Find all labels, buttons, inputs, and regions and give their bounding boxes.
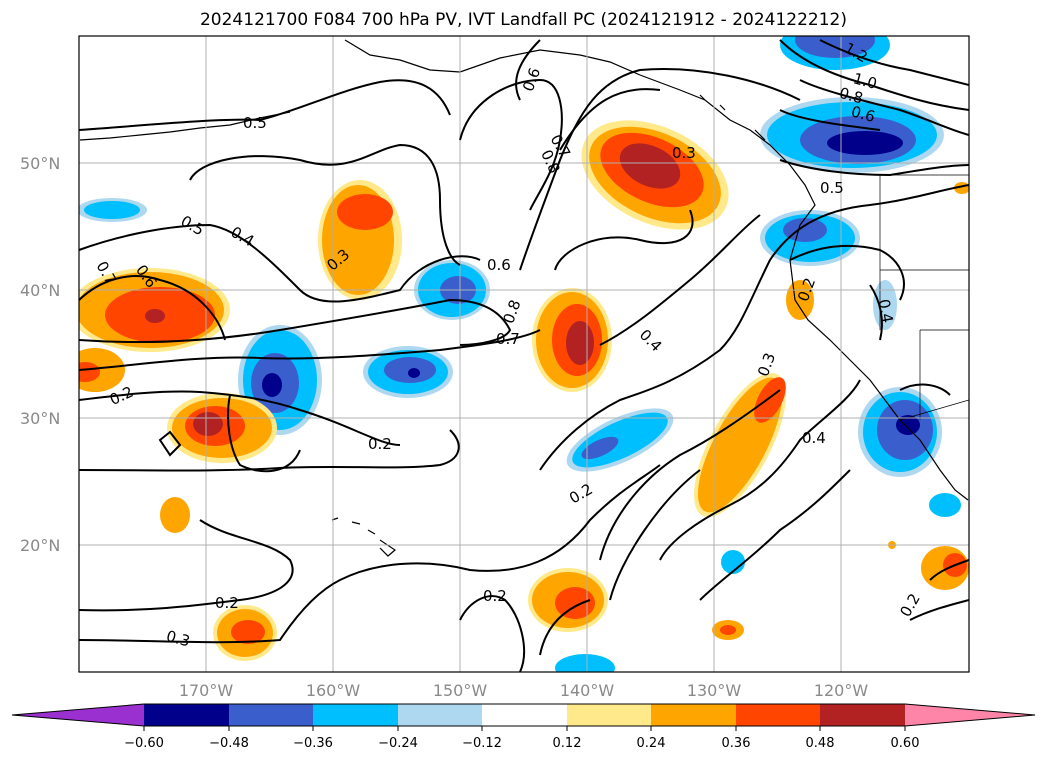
graticule <box>79 36 969 672</box>
contour-label: 0.6 <box>849 102 877 126</box>
colorbar-bin <box>736 704 820 726</box>
contour-label: 0.2 <box>368 435 392 453</box>
lon-label: 160°W <box>306 681 361 700</box>
contour-label: 0.4 <box>802 429 826 447</box>
colorbar-bin <box>144 704 229 726</box>
colorbar-tick-label: 0.36 <box>722 736 751 751</box>
contour-label: 0.6 <box>487 256 511 274</box>
lon-label: 120°W <box>814 681 869 700</box>
colorbar-tick-label: −0.60 <box>124 736 164 751</box>
colorbar-tick-label: −0.12 <box>462 736 502 751</box>
contour-label: 0.8 <box>837 84 865 108</box>
map-frame <box>78 35 970 673</box>
colorbar-bin <box>398 704 482 726</box>
colorbar-tick-label: −0.48 <box>209 736 249 751</box>
contour-label: 0.5 <box>243 114 267 132</box>
pv-contours <box>79 39 969 672</box>
contour-label: 1.0 <box>851 69 879 93</box>
colorbar-tick-label: 0.48 <box>806 736 835 751</box>
contour-label: 0.4 <box>875 298 897 325</box>
colorbar-bin <box>820 704 905 726</box>
lat-label: 50°N <box>20 154 60 173</box>
colorbar-extend-min <box>12 704 144 726</box>
contour-label: 0.3 <box>164 627 192 651</box>
colorbar-tick-label: −0.36 <box>293 736 333 751</box>
contour-label: 0.5 <box>820 179 844 197</box>
colorbar-bin <box>567 704 651 726</box>
colorbar-bin <box>313 704 398 726</box>
colorbar: −0.60 −0.48 −0.36 −0.24 −0.12 0.12 0.24 … <box>11 703 1036 751</box>
contour-label: 0.3 <box>672 144 696 162</box>
map-title: 2024121700 F084 700 hPa PV, IVT Landfall… <box>199 10 847 30</box>
lat-label: 20°N <box>20 536 60 555</box>
colorbar-tick-label: 0.12 <box>553 736 582 751</box>
lon-axis: 170°W 160°W 150°W 140°W 130°W 120°W <box>179 681 869 700</box>
contour-label: 0.2 <box>483 587 507 605</box>
lat-label: 40°N <box>20 281 60 300</box>
lon-label: 140°W <box>560 681 615 700</box>
lon-label: 130°W <box>687 681 742 700</box>
colorbar-tick-label: 0.24 <box>637 736 666 751</box>
colorbar-tick-label: 0.60 <box>891 736 920 751</box>
contour-label: 0.2 <box>215 594 239 612</box>
lat-label: 30°N <box>20 409 60 428</box>
lat-axis: 50°N 40°N 30°N 20°N <box>20 154 60 555</box>
colorbar-extend-max <box>905 704 1035 726</box>
contour-label: 0.7 <box>496 330 520 348</box>
colorbar-bin <box>229 704 313 726</box>
colorbar-bin <box>482 704 567 726</box>
colorbar-tick-label: −0.24 <box>378 736 418 751</box>
lon-label: 150°W <box>433 681 488 700</box>
lon-label: 170°W <box>179 681 234 700</box>
colorbar-bin <box>651 704 736 726</box>
